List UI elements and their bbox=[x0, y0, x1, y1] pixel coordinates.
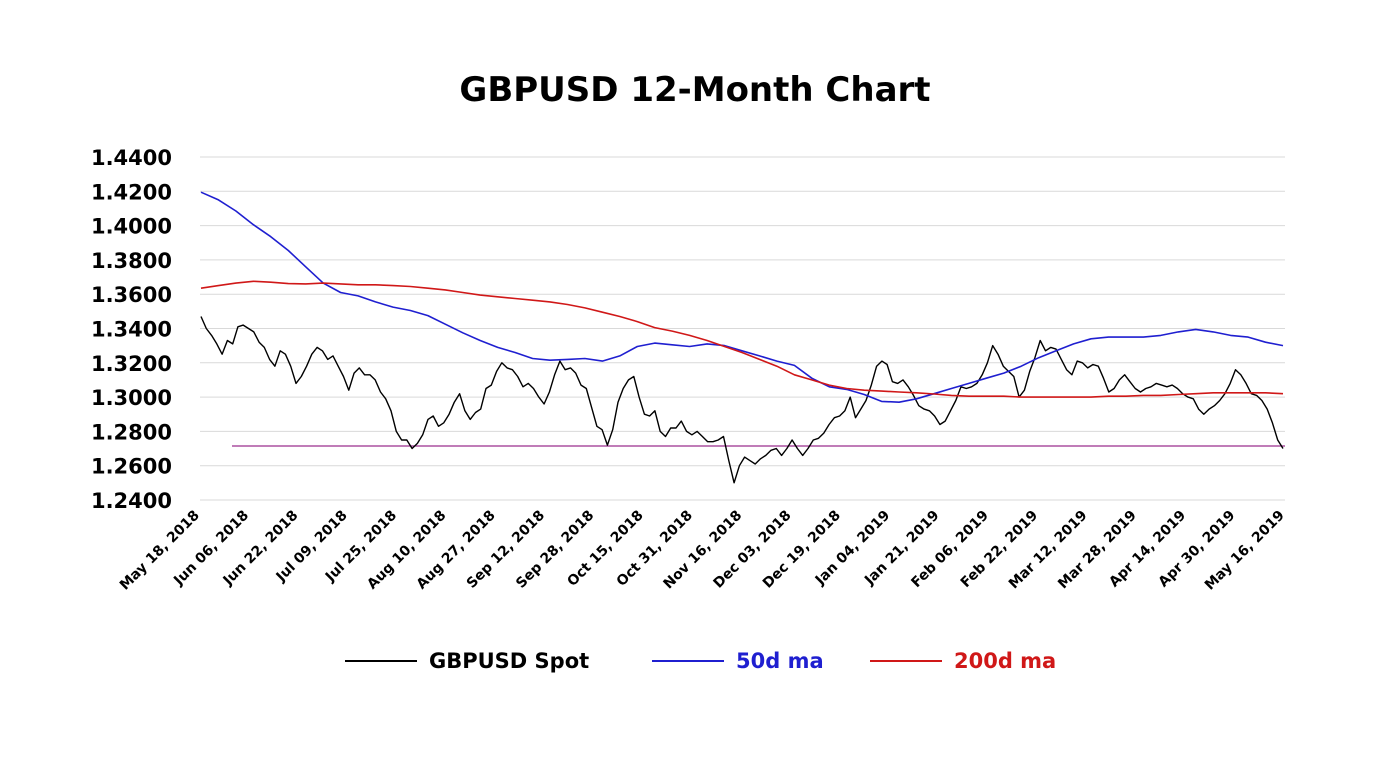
y-tick-label: 1.2400 bbox=[91, 489, 172, 513]
y-tick-label: 1.3000 bbox=[91, 386, 172, 410]
legend-swatch-50d bbox=[652, 660, 724, 662]
series-line-spot bbox=[200, 316, 1284, 484]
legend-item-spot: GBPUSD Spot bbox=[345, 646, 589, 676]
y-tick-label: 1.3400 bbox=[91, 318, 172, 342]
y-tick-label: 1.2800 bbox=[91, 420, 172, 444]
legend-label-spot: GBPUSD Spot bbox=[429, 649, 590, 673]
y-tick-label: 1.4000 bbox=[91, 215, 172, 239]
legend-item-200d: 200d ma bbox=[870, 646, 1056, 676]
y-axis-ticks: 1.4400 1.4200 1.4000 1.3800 1.3600 1.3400 1.32… bbox=[91, 146, 172, 513]
y-tick-label: 1.3600 bbox=[91, 283, 172, 307]
series-lines bbox=[200, 191, 1284, 484]
y-tick-label: 1.3800 bbox=[91, 249, 172, 273]
y-tick-label: 1.4400 bbox=[91, 146, 172, 170]
grid-lines bbox=[200, 156, 1285, 501]
legend-label-200d: 200d ma bbox=[954, 649, 1057, 673]
legend-swatch-spot bbox=[345, 660, 417, 662]
series-line-200d-ma bbox=[200, 280, 1284, 398]
y-tick-label: 1.3200 bbox=[91, 352, 172, 376]
legend-item-50d: 50d ma bbox=[652, 646, 824, 676]
chart-title: GBPUSD 12-Month Chart bbox=[459, 70, 931, 110]
legend-swatch-200d bbox=[870, 660, 942, 662]
y-tick-label: 1.2600 bbox=[91, 455, 172, 479]
y-tick-label: 1.4200 bbox=[91, 180, 172, 204]
series-line-50d-ma bbox=[200, 191, 1284, 404]
legend: GBPUSD Spot 50d ma 200d ma bbox=[0, 646, 1390, 676]
legend-label-50d: 50d ma bbox=[736, 649, 824, 673]
